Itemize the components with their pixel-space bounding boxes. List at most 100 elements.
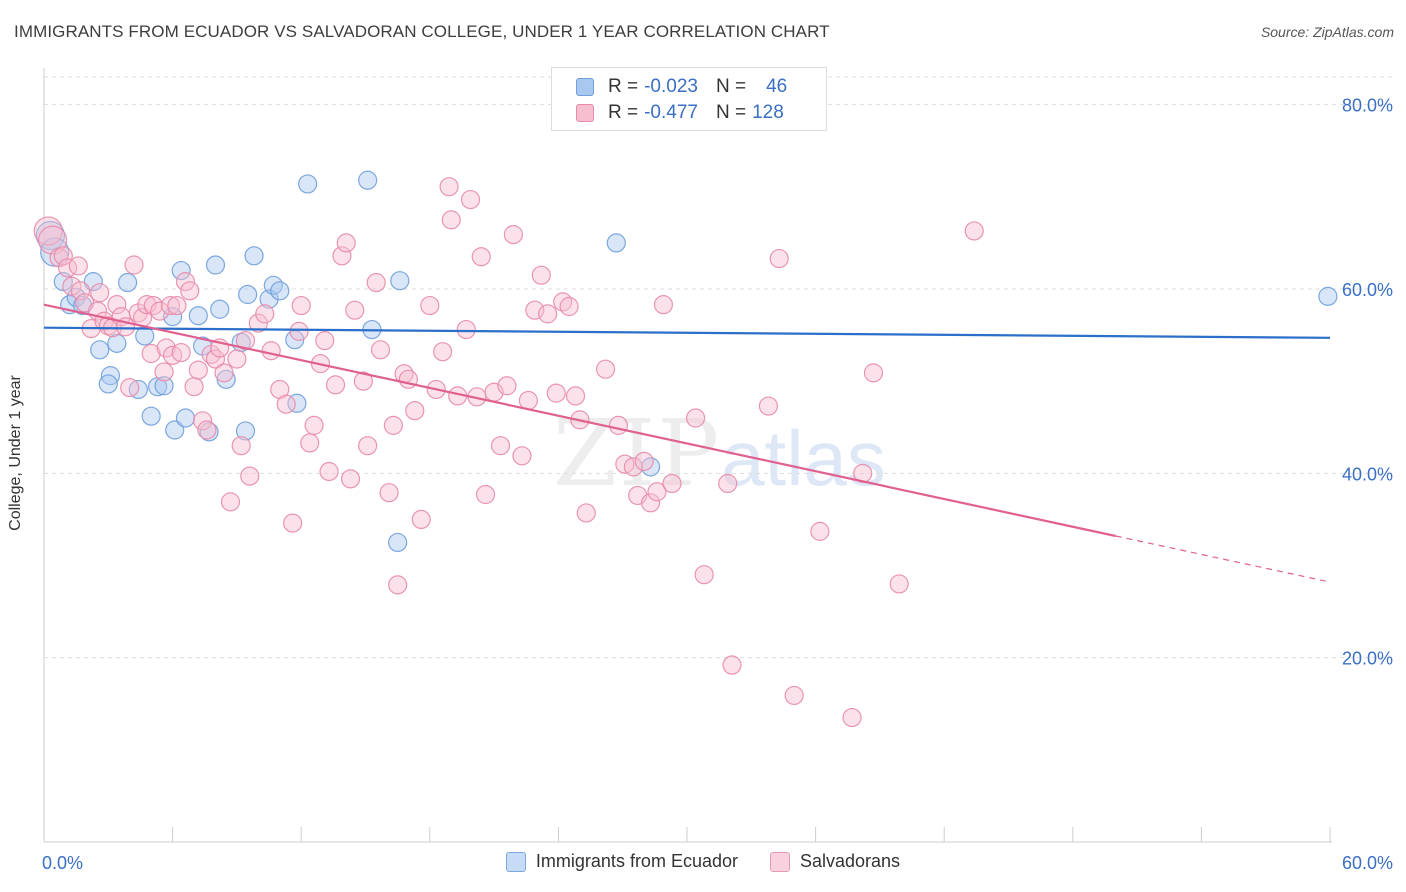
legend-n-label: N = (715, 76, 747, 97)
legend-swatch-blue (505, 851, 526, 872)
point-ecuador (606, 233, 626, 253)
y-axis-label-wrap: College, Under 1 year (7, 375, 25, 543)
point-salvadoran (758, 396, 779, 416)
point-ecuador (107, 333, 127, 353)
watermark-zip: ZIP (553, 400, 722, 507)
point-salvadoran (188, 360, 208, 380)
legend-row-ecuador: R = -0.023 N = 46 (576, 74, 787, 100)
point-salvadoran (662, 473, 682, 494)
point-salvadoran (171, 342, 191, 363)
point-ecuador (298, 174, 318, 194)
point-ecuador (154, 376, 174, 396)
point-salvadoran (150, 301, 170, 321)
point-salvadoran (120, 378, 140, 398)
point-salvadoran (559, 296, 579, 317)
point-ecuador (1318, 286, 1338, 306)
point-salvadoran (283, 513, 303, 533)
point-salvadoran (370, 340, 391, 360)
point-salvadoran (255, 304, 275, 324)
point-salvadoran (220, 492, 241, 512)
point-ecuador (388, 532, 408, 553)
legend-r-label: R = (608, 102, 639, 123)
point-salvadoran (383, 415, 403, 435)
trend-line-salvadoran (43, 303, 1116, 538)
point-ecuador (235, 421, 256, 441)
point-ecuador (238, 284, 258, 305)
point-ecuador (165, 420, 185, 440)
point-salvadoran (366, 272, 386, 293)
point-salvadoran (525, 300, 545, 320)
point-salvadoran (319, 461, 339, 482)
point-salvadoran (388, 575, 408, 595)
point-salvadoran (842, 707, 862, 728)
legend-label-ecuador: Immigrants from Ecuador (535, 851, 738, 871)
point-salvadoran (240, 466, 260, 486)
point-salvadoran (490, 436, 511, 456)
point-salvadoran (471, 247, 491, 267)
point-salvadoran (608, 415, 629, 435)
point-salvadoran (227, 349, 247, 369)
x-tick-min: 0.0% (42, 853, 84, 873)
point-ecuador (188, 306, 208, 326)
point-salvadoran (205, 349, 226, 369)
legend-n-label: N = (715, 102, 747, 123)
point-salvadoran (340, 469, 361, 489)
point-salvadoran (62, 276, 82, 296)
source-label: Source: ZipAtlas.com (1260, 24, 1394, 40)
point-salvadoran (124, 255, 144, 275)
point-salvadoran (325, 375, 346, 395)
y-tick-label: 80.0% (1342, 96, 1393, 116)
point-salvadoran (718, 473, 738, 494)
series-legend: Immigrants from Ecuador Salvadorans (0, 851, 1406, 872)
point-salvadoran (653, 295, 674, 315)
point-salvadoran (156, 338, 176, 358)
point-salvadoran (193, 411, 213, 431)
point-salvadoran (353, 371, 373, 391)
point-ecuador (210, 299, 230, 319)
point-salvadoran (475, 484, 496, 505)
point-ecuador (72, 295, 93, 316)
point-salvadoran (531, 265, 551, 285)
point-ecuador (390, 271, 410, 291)
point-ecuador (98, 374, 118, 394)
trend-line-ecuador (43, 326, 1331, 339)
point-ecuador (205, 255, 226, 275)
point-salvadoran (769, 248, 789, 269)
point-salvadoran (433, 342, 453, 362)
correlation-legend: R = -0.023 N = 46 R = -0.477 N = 128 (551, 67, 827, 131)
point-salvadoran (276, 394, 296, 414)
legend-r-value: -0.477 (644, 102, 698, 123)
point-salvadoran (358, 436, 378, 456)
point-salvadoran (889, 574, 909, 594)
point-salvadoran (68, 256, 88, 276)
legend-item-salvadorans: Salvadorans (769, 851, 901, 872)
point-salvadoran (595, 359, 616, 379)
y-tick-label: 60.0% (1342, 280, 1393, 300)
point-salvadoran (784, 685, 804, 706)
watermark-atlas: atlas (721, 414, 886, 502)
point-salvadoran (439, 177, 459, 197)
legend-label-salvadorans: Salvadorans (799, 851, 901, 871)
point-salvadoran (420, 295, 440, 316)
point-ecuador (117, 272, 138, 293)
point-salvadoran (231, 436, 251, 456)
point-salvadoran (863, 363, 884, 383)
point-salvadoran (184, 377, 204, 397)
point-ecuador (171, 260, 191, 281)
point-ecuador (270, 281, 290, 301)
point-ecuador (135, 326, 155, 346)
point-salvadoran (235, 331, 256, 351)
point-salvadoran (90, 283, 110, 303)
point-salvadoran (141, 343, 161, 364)
point-salvadoran (623, 457, 644, 477)
point-ecuador (90, 340, 110, 360)
point-salvadoran (503, 225, 523, 245)
point-salvadoran (291, 295, 311, 316)
point-salvadoran (304, 415, 324, 435)
x-tick-max: 60.0% (1341, 853, 1393, 873)
point-salvadoran (460, 189, 481, 210)
point-salvadoran (810, 521, 830, 541)
chart-title: IMMIGRANTS FROM ECUADOR VS SALVADORAN CO… (14, 22, 830, 41)
legend-n-value: 128 (752, 102, 784, 123)
